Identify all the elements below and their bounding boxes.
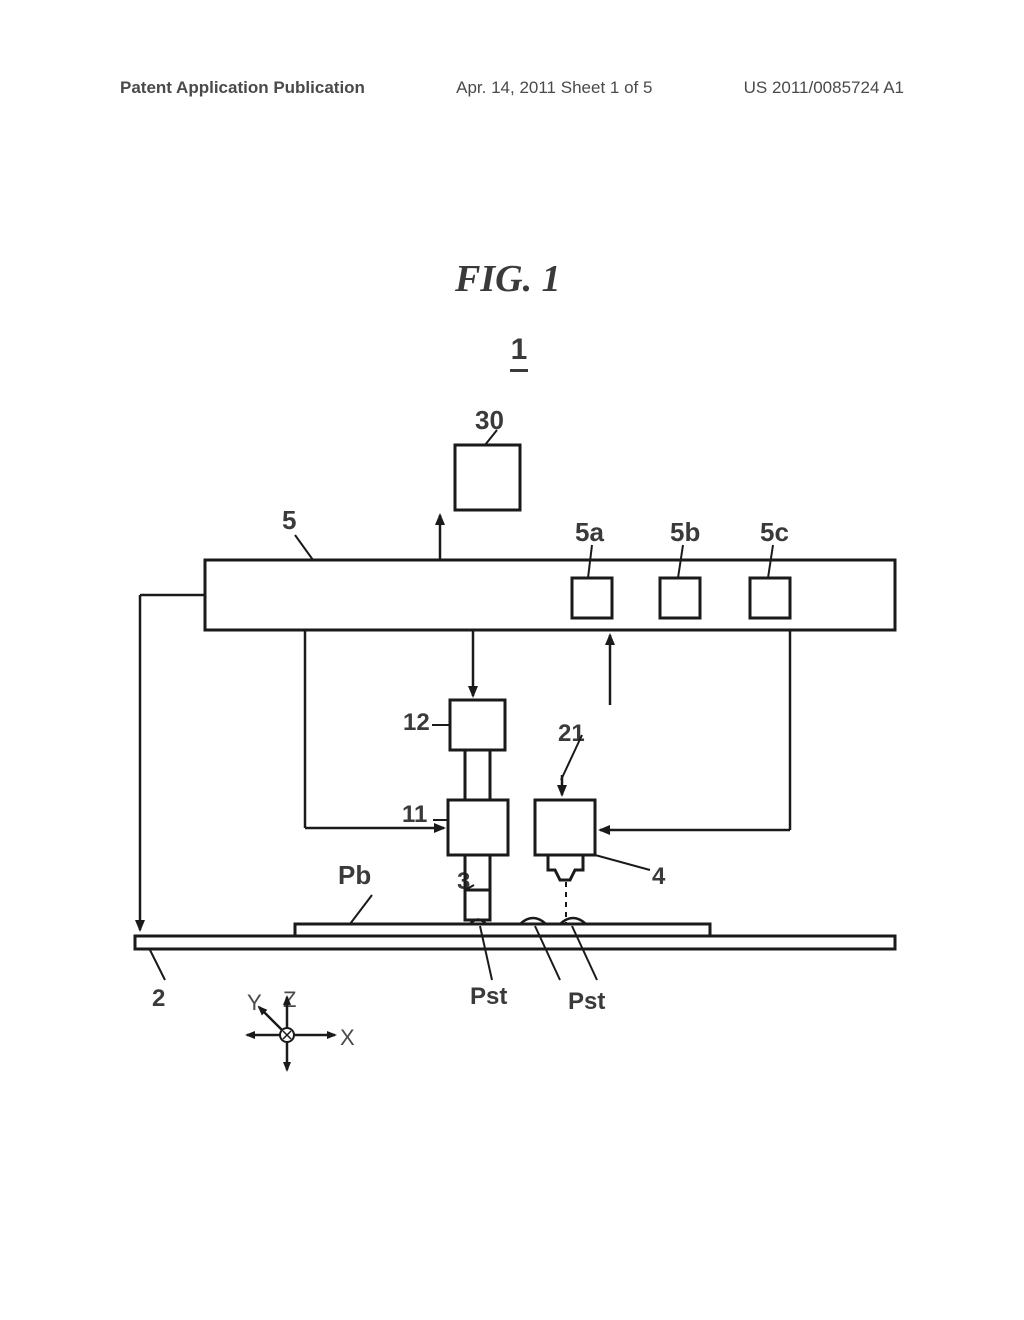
header-right: US 2011/0085724 A1 (744, 78, 904, 98)
header-left: Patent Application Publication (120, 78, 365, 98)
patent-diagram (50, 300, 974, 1120)
coord-axes (247, 997, 335, 1070)
header-center: Apr. 14, 2011 Sheet 1 of 5 (456, 78, 652, 98)
figure-title: FIG. 1 (455, 257, 561, 301)
page-header: Patent Application Publication Apr. 14, … (0, 78, 1024, 98)
